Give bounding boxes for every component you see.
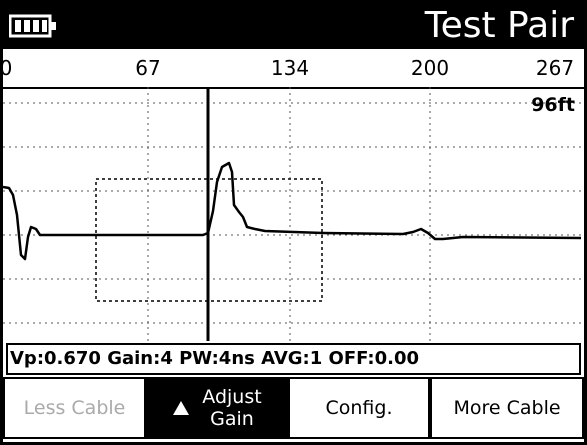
button-label: More Cable — [453, 397, 561, 419]
button-label-line: Adjust — [202, 386, 262, 408]
battery-icon — [9, 14, 56, 38]
waveform — [3, 161, 582, 261]
button-label: Less Cable — [23, 397, 126, 419]
cursor-distance: 96ft — [531, 94, 575, 116]
button-label-line: Gain — [210, 408, 254, 430]
scale-label: 0 — [0, 56, 13, 80]
grid — [3, 87, 584, 341]
status-bar: Vp:0.670 Gain:4 PW:4ns AVG:1 OFF:0.00 — [6, 343, 581, 375]
scale-label: 267 — [535, 56, 575, 80]
scale-label: 67 — [135, 56, 161, 80]
up-arrow-icon — [173, 401, 190, 415]
adjust-gain-button[interactable]: Adjust Gain — [146, 377, 288, 439]
scale-label: 200 — [410, 56, 450, 80]
button-label: Adjust Gain — [202, 386, 261, 430]
button-label: Config. — [325, 397, 393, 419]
less-cable-button[interactable]: Less Cable — [3, 377, 146, 439]
scale-label: 134 — [270, 56, 310, 80]
config-button[interactable]: Config. — [288, 377, 430, 439]
trace-plot: 96ft — [3, 87, 584, 341]
more-cable-button[interactable]: More Cable — [430, 377, 584, 439]
header-bar: Test Pair — [3, 3, 584, 49]
screen-title: Test Pair — [424, 5, 574, 46]
